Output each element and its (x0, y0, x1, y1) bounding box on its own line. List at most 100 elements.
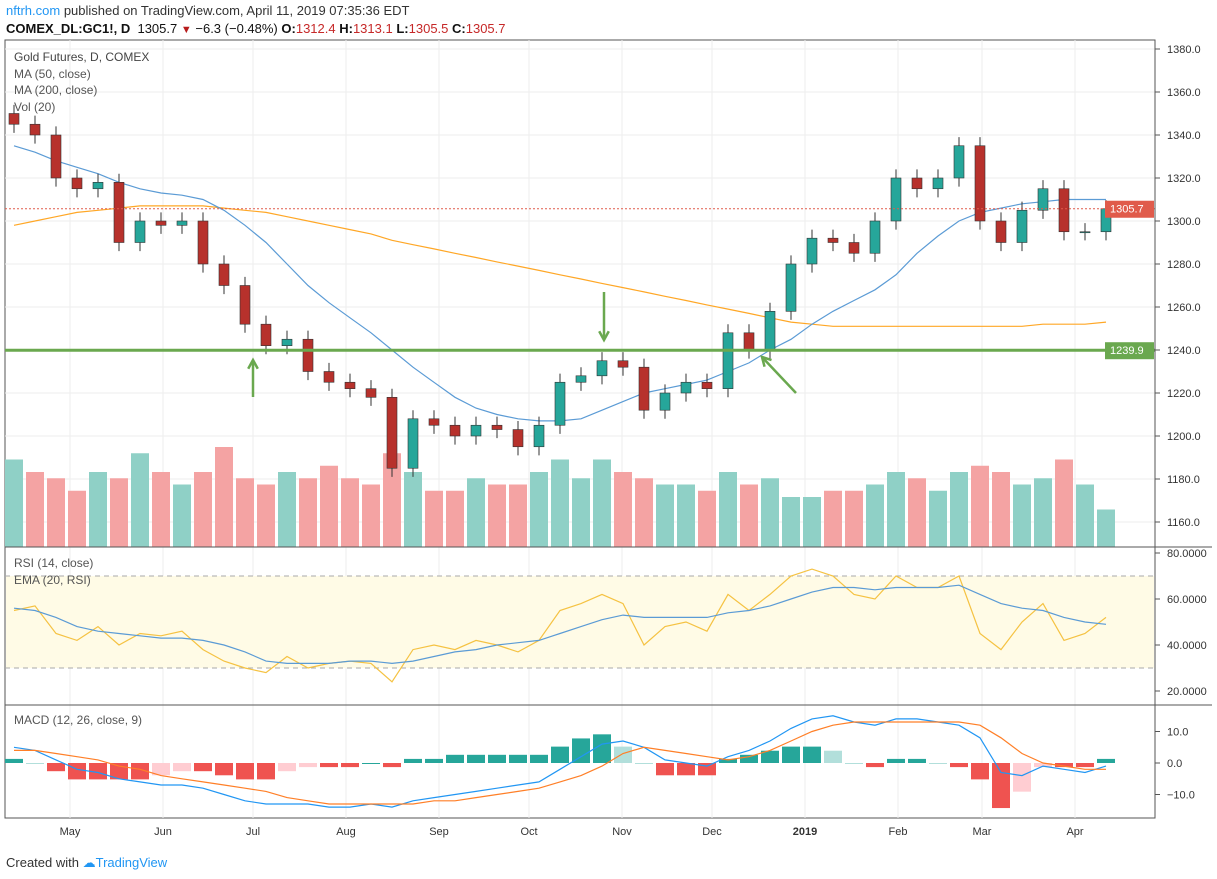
volume-bar (488, 484, 506, 547)
candle-body (281, 338, 293, 346)
close-value: 1305.7 (465, 21, 506, 36)
x-tick-label: Nov (612, 826, 632, 838)
tradingview-logo-icon: ☁ (82, 855, 96, 870)
candle-body (575, 375, 587, 383)
candle-body (365, 388, 377, 398)
rsi-tick-label: 80.0000 (1167, 548, 1207, 560)
macd-histogram-bar (257, 763, 275, 780)
symbol: COMEX_DL:GC1!, D (6, 21, 131, 36)
volume-bar (425, 490, 443, 547)
volume-bar (551, 459, 569, 547)
macd-histogram-bar (950, 763, 968, 768)
macd-histogram-bar (593, 734, 611, 763)
created-with: Created with (6, 855, 79, 870)
volume-bar (761, 478, 779, 547)
candle-body (113, 182, 125, 243)
candle-body (29, 123, 41, 136)
candle-body (50, 134, 62, 179)
volume-bar (110, 478, 128, 547)
macd-histogram-bar (1013, 763, 1031, 792)
ma200-line (13, 205, 1107, 327)
volume-bar (68, 490, 86, 547)
candle-body (617, 360, 629, 368)
macd-histogram-bar (47, 763, 65, 772)
volume-bar (614, 472, 632, 547)
support-badge (1105, 342, 1154, 360)
last-price-badge (1105, 200, 1154, 218)
candle-body (323, 371, 335, 383)
y-tick-label: 1380.0 (1167, 44, 1201, 56)
candle-body (554, 381, 566, 426)
high-label: H: (339, 21, 353, 36)
volume-bar (1076, 484, 1094, 547)
legend-rsi: RSI (14, close) (14, 556, 94, 570)
volume-bar (362, 484, 380, 547)
candle-body (239, 285, 251, 325)
macd-histogram-bar (383, 763, 401, 768)
macd-tick-label: −10.0 (1167, 790, 1195, 802)
candle-body (407, 418, 419, 469)
macd-histogram-bar (971, 763, 989, 780)
volume-bar (887, 472, 905, 547)
candle-body (659, 392, 671, 411)
candle-body (260, 323, 272, 347)
volume-bar (824, 490, 842, 547)
candle-body (638, 366, 650, 411)
x-tick-label: Apr (1066, 826, 1083, 838)
macd-histogram-bar (488, 754, 506, 763)
volume-bar (131, 453, 149, 547)
volume-bar (593, 459, 611, 547)
volume-bar (383, 453, 401, 547)
y-tick-label: 1320.0 (1167, 173, 1201, 185)
y-tick-label: 1280.0 (1167, 259, 1201, 271)
volume-bar (572, 478, 590, 547)
candle-body (596, 360, 608, 377)
candle-body (932, 177, 944, 190)
author-link[interactable]: nftrh.com (6, 3, 61, 18)
macd-histogram-bar (782, 746, 800, 763)
volume-bar (677, 484, 695, 547)
candle-body (197, 220, 209, 265)
volume-bar (992, 472, 1010, 547)
open-value: 1312.4 (295, 21, 336, 36)
tradingview-link[interactable]: TradingView (95, 855, 168, 870)
candle-body (218, 263, 230, 286)
macd-histogram-bar (803, 746, 821, 763)
macd-histogram-bar (68, 763, 86, 780)
candle-body (1037, 188, 1049, 211)
macd-tick-label: 10.0 (1167, 727, 1188, 739)
x-tick-label: Aug (336, 826, 356, 838)
macd-histogram-bar (1034, 763, 1052, 768)
candle-body (134, 220, 146, 243)
volume-bar (740, 484, 758, 547)
volume-bar (929, 490, 947, 547)
candle-body (743, 332, 755, 351)
macd-histogram-bar (845, 763, 863, 764)
candle-body (470, 424, 482, 437)
macd-tick-label: 0.0 (1167, 758, 1182, 770)
last-price-label: 1305.7 (1110, 204, 1144, 216)
candle-body (848, 242, 860, 254)
candle-body (449, 424, 461, 437)
rsi-tick-label: 60.0000 (1167, 594, 1207, 606)
candle-body (386, 396, 398, 469)
macd-histogram-bar (320, 763, 338, 768)
candle-body (491, 424, 503, 430)
volume-bar (530, 472, 548, 547)
candle-body (974, 145, 986, 222)
y-tick-label: 1180.0 (1167, 474, 1200, 486)
candle-body (92, 182, 104, 190)
candle-body (512, 429, 524, 448)
macd-histogram-bar (929, 763, 947, 764)
legend-volume: Vol (20) (14, 100, 56, 114)
macd-histogram-bar (887, 758, 905, 763)
candle-body (680, 381, 692, 394)
volume-bar (257, 484, 275, 547)
volume-bar (782, 497, 800, 547)
footer: Created with ☁TradingView (6, 855, 167, 871)
candle-body (1058, 188, 1070, 233)
x-tick-label: Mar (973, 826, 992, 838)
volume-bar (698, 490, 716, 547)
macd-histogram-bar (719, 758, 737, 763)
